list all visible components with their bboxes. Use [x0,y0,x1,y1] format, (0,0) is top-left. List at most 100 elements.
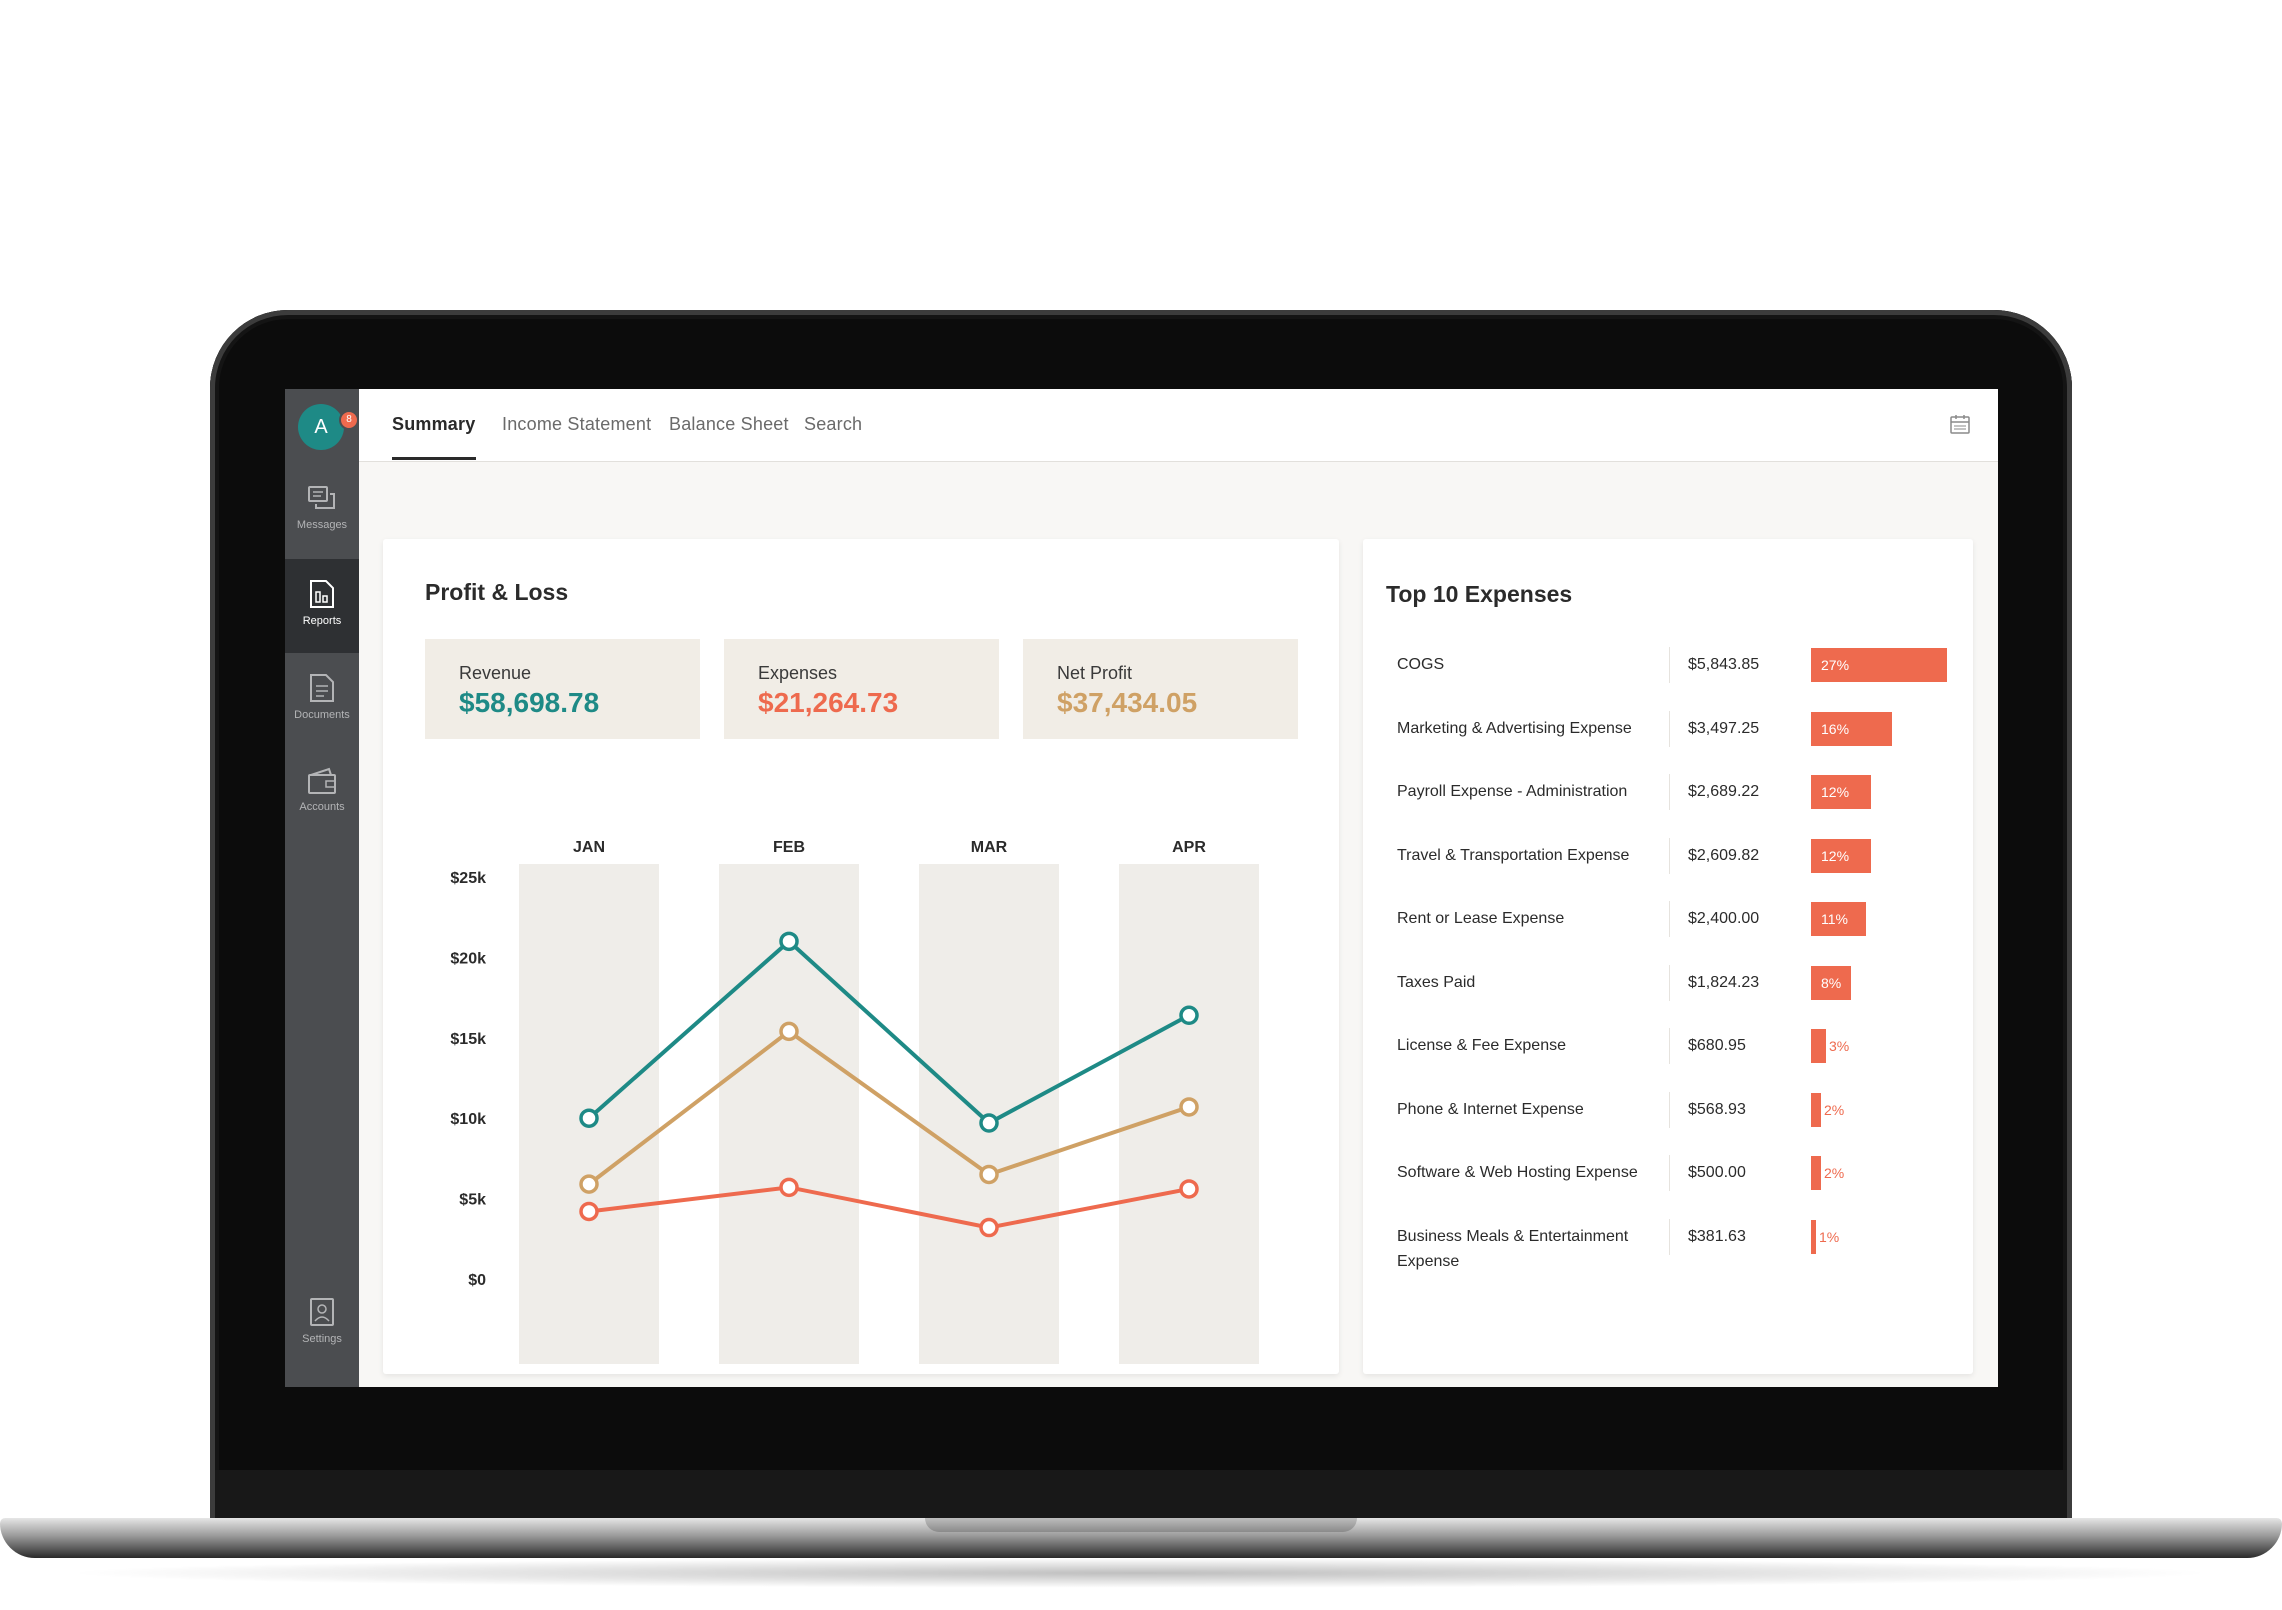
sidebar-item-messages[interactable]: Messages [285,465,359,559]
expense-bar [1811,1092,1821,1127]
series-point-expenses [579,1201,599,1222]
expense-separator [1669,774,1670,810]
series-point-revenue [1179,1005,1199,1026]
active-tab-indicator [392,457,476,460]
expense-bar [1811,648,1947,682]
expense-separator [1669,964,1670,1001]
wallet-icon [308,767,336,794]
notification-badge: 8 [339,410,359,430]
expense-percent: 11% [1821,911,1848,927]
net-profit-label: Net Profit [1057,663,1133,683]
series-point-revenue [779,931,799,952]
net-profit-value: $37,434.05 [1057,687,1198,718]
sidebar-item-label: Documents [294,709,350,721]
series-point-net_profit [779,1021,799,1042]
app-screen: A 8 Messages Reports [285,389,1998,1387]
tab-search[interactable]: Search [804,414,863,434]
expense-separator [1669,1091,1670,1128]
sidebar-item-label: Settings [302,1333,342,1345]
sidebar-item-label: Accounts [299,801,345,813]
expense-percent: 12% [1821,784,1850,800]
expenses-label: Expenses [758,663,838,683]
x-tick-label: JAN [573,839,605,856]
tab-balance-sheet[interactable]: Balance Sheet [669,414,789,434]
expense-separator [1669,1155,1670,1191]
expense-amount: $2,609.82 [1688,846,1760,864]
sidebar-item-label: Messages [296,519,348,531]
expense-bar [1811,775,1871,809]
documents-icon [310,674,334,702]
top-expenses-card: Top 10 Expenses COGS $5,843.85 27% Marketin… [1363,539,1973,1374]
sidebar-item-accounts[interactable]: Accounts [285,747,359,841]
series-point-revenue [979,1113,999,1133]
sidebar-item-settings[interactable]: Settings [285,1277,359,1371]
series-point-net_profit [979,1164,999,1185]
expense-bar [1811,965,1851,1000]
y-tick-label: $0 [468,1272,486,1289]
expense-amount: $1,824.23 [1688,973,1760,991]
series-point-revenue [579,1108,599,1128]
tab-summary[interactable]: Summary [392,414,476,434]
expense-percent: 2% [1824,1101,1845,1118]
profit-loss-title: Profit & Loss [425,579,569,605]
sidebar: A 8 Messages Reports [285,389,359,1387]
top-expenses-title: Top 10 Expenses [1386,581,1573,607]
expense-separator [1669,901,1670,937]
y-tick-label: $25k [450,870,486,887]
expense-amount: $2,689.22 [1688,783,1760,800]
expense-amount: $381.63 [1688,1227,1746,1245]
messages-icon [308,486,335,509]
series-line-revenue [587,938,1190,1126]
calendar-icon[interactable] [1949,413,1971,435]
top-tab-bar: Summary Income Statement Balance Sheet S… [359,389,1998,462]
sidebar-item-label: Reports [302,615,342,627]
expense-bar [1811,838,1871,873]
series-line-net_profit [587,1028,1190,1186]
series-point-expenses [1179,1179,1199,1199]
expense-separator [1669,837,1670,874]
expense-amount: $568.93 [1688,1100,1746,1118]
laptop-shadow [60,1558,2220,1588]
expense-amount: $500.00 [1688,1164,1746,1181]
expense-bar [1811,1156,1821,1190]
expense-amount: $680.95 [1688,1037,1746,1054]
expense-separator [1669,1028,1670,1064]
avatar[interactable]: A 8 [298,404,359,450]
expense-percent: 1% [1819,1228,1840,1245]
expense-bar [1811,711,1892,746]
expense-percent: 2% [1824,1165,1845,1181]
settings-icon [310,1298,334,1326]
expense-amount: $5,843.85 [1688,656,1760,673]
expense-name: Rent or Lease Expense [1397,910,1565,927]
expense-separator [1669,1218,1670,1255]
expense-bar [1811,902,1866,936]
expense-name: COGS [1397,656,1445,673]
expense-percent: 12% [1821,847,1850,864]
expenses-stat: Expenses $21,264.73 [724,639,999,739]
series-point-expenses [779,1177,799,1198]
tab-income-statement[interactable]: Income Statement [502,414,652,434]
series-point-expenses [979,1217,999,1238]
series-point-net_profit [579,1174,599,1194]
expense-name: Software & Web Hosting Expense [1397,1164,1638,1181]
expense-bar [1811,1219,1816,1254]
expense-separator [1669,710,1670,747]
expense-amount: $2,400.00 [1688,910,1760,927]
revenue-value: $58,698.78 [459,687,600,718]
revenue-stat: Revenue $58,698.78 [425,639,700,739]
expense-name: Payroll Expense - Administration [1397,783,1628,800]
sidebar-item-documents[interactable]: Documents [285,653,359,747]
expense-bar [1811,1029,1826,1063]
profit-loss-card: Profit & Loss Revenue $58,698.78 Expense… [383,539,1339,1374]
profit-loss-chart: JAN FEB MAR APR $0 $5k $10k $15k $20k $25k [450,839,1259,1364]
y-tick-label: $5k [459,1192,486,1209]
x-tick-label: APR [1172,839,1206,856]
expense-name: Travel & Transportation Expense [1397,846,1630,864]
series-point-net_profit [1179,1097,1199,1117]
expense-name: Business Meals & Entertainment Expense [1397,1227,1629,1270]
expense-amount: $3,497.25 [1688,719,1760,737]
sidebar-item-reports[interactable]: Reports [285,559,359,653]
expense-separator [1669,647,1670,683]
laptop-notch [925,1518,1357,1532]
expense-percent: 27% [1821,657,1850,673]
